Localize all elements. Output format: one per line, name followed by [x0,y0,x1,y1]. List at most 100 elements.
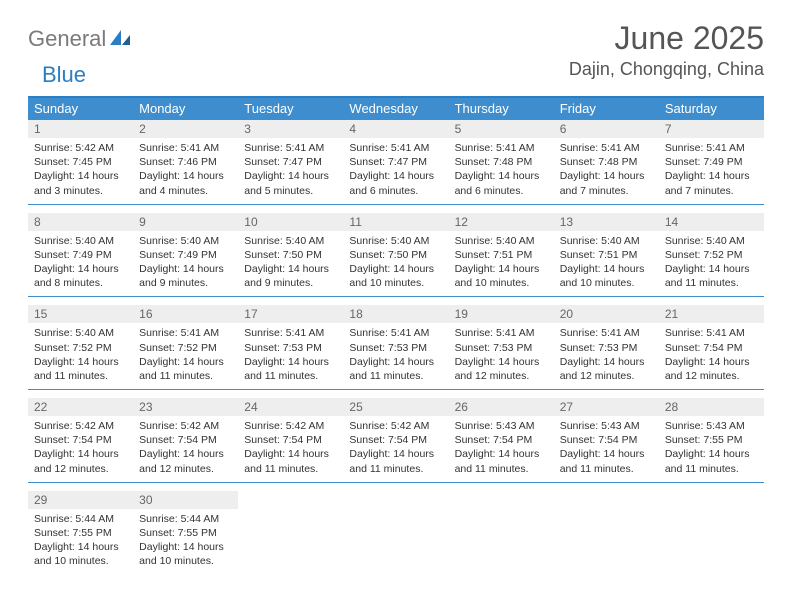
day-number: 26 [449,398,554,416]
day-number: 15 [28,305,133,323]
sunset-text: Sunset: 7:52 PM [665,248,758,262]
day-body: Sunrise: 5:41 AMSunset: 7:47 PMDaylight:… [238,138,343,204]
day-body: Sunrise: 5:43 AMSunset: 7:54 PMDaylight:… [449,416,554,482]
day-number: 3 [238,120,343,138]
weekday-header: Wednesday [343,98,448,120]
daylight-text: Daylight: 14 hours and 10 minutes. [560,262,653,290]
day-body: Sunrise: 5:41 AMSunset: 7:54 PMDaylight:… [659,323,764,389]
sunset-text: Sunset: 7:55 PM [34,526,127,540]
day-body: Sunrise: 5:42 AMSunset: 7:54 PMDaylight:… [343,416,448,482]
week-row: 8Sunrise: 5:40 AMSunset: 7:49 PMDaylight… [28,213,764,298]
daylight-text: Daylight: 14 hours and 12 minutes. [139,447,232,475]
daylight-text: Daylight: 14 hours and 6 minutes. [349,169,442,197]
day-cell: 5Sunrise: 5:41 AMSunset: 7:48 PMDaylight… [449,120,554,204]
day-number: 19 [449,305,554,323]
day-cell: 4Sunrise: 5:41 AMSunset: 7:47 PMDaylight… [343,120,448,204]
day-cell: 19Sunrise: 5:41 AMSunset: 7:53 PMDayligh… [449,305,554,389]
day-number: 16 [133,305,238,323]
sunset-text: Sunset: 7:52 PM [139,341,232,355]
weekday-header: Saturday [659,98,764,120]
day-number: 18 [343,305,448,323]
sunrise-text: Sunrise: 5:41 AM [349,326,442,340]
day-number: 23 [133,398,238,416]
day-number: 30 [133,491,238,509]
day-cell: 27Sunrise: 5:43 AMSunset: 7:54 PMDayligh… [554,398,659,482]
day-body: Sunrise: 5:40 AMSunset: 7:49 PMDaylight:… [133,231,238,297]
daylight-text: Daylight: 14 hours and 9 minutes. [139,262,232,290]
daylight-text: Daylight: 14 hours and 11 minutes. [244,355,337,383]
day-number: 22 [28,398,133,416]
sunset-text: Sunset: 7:54 PM [455,433,548,447]
sunrise-text: Sunrise: 5:42 AM [34,419,127,433]
day-cell [238,491,343,575]
day-number: 2 [133,120,238,138]
sunset-text: Sunset: 7:48 PM [560,155,653,169]
day-body: Sunrise: 5:42 AMSunset: 7:45 PMDaylight:… [28,138,133,204]
daylight-text: Daylight: 14 hours and 3 minutes. [34,169,127,197]
sunrise-text: Sunrise: 5:40 AM [455,234,548,248]
daylight-text: Daylight: 14 hours and 11 minutes. [455,447,548,475]
daylight-text: Daylight: 14 hours and 8 minutes. [34,262,127,290]
week-row: 1Sunrise: 5:42 AMSunset: 7:45 PMDaylight… [28,120,764,205]
day-number: 11 [343,213,448,231]
daylight-text: Daylight: 14 hours and 9 minutes. [244,262,337,290]
weekday-header: Tuesday [238,98,343,120]
day-body: Sunrise: 5:41 AMSunset: 7:53 PMDaylight:… [238,323,343,389]
sunrise-text: Sunrise: 5:41 AM [560,326,653,340]
day-number: 28 [659,398,764,416]
day-cell: 1Sunrise: 5:42 AMSunset: 7:45 PMDaylight… [28,120,133,204]
daylight-text: Daylight: 14 hours and 11 minutes. [349,447,442,475]
day-number: 27 [554,398,659,416]
daylight-text: Daylight: 14 hours and 10 minutes. [139,540,232,568]
day-number: 17 [238,305,343,323]
day-cell: 3Sunrise: 5:41 AMSunset: 7:47 PMDaylight… [238,120,343,204]
daylight-text: Daylight: 14 hours and 12 minutes. [665,355,758,383]
day-cell: 2Sunrise: 5:41 AMSunset: 7:46 PMDaylight… [133,120,238,204]
daylight-text: Daylight: 14 hours and 12 minutes. [34,447,127,475]
sunset-text: Sunset: 7:54 PM [560,433,653,447]
daylight-text: Daylight: 14 hours and 11 minutes. [665,447,758,475]
day-body: Sunrise: 5:44 AMSunset: 7:55 PMDaylight:… [133,509,238,575]
day-number: 14 [659,213,764,231]
day-body: Sunrise: 5:41 AMSunset: 7:53 PMDaylight:… [343,323,448,389]
day-body: Sunrise: 5:41 AMSunset: 7:53 PMDaylight:… [554,323,659,389]
weekday-header-row: Sunday Monday Tuesday Wednesday Thursday… [28,98,764,120]
day-body: Sunrise: 5:42 AMSunset: 7:54 PMDaylight:… [238,416,343,482]
day-cell: 18Sunrise: 5:41 AMSunset: 7:53 PMDayligh… [343,305,448,389]
day-number: 5 [449,120,554,138]
week-row: 22Sunrise: 5:42 AMSunset: 7:54 PMDayligh… [28,398,764,483]
sunset-text: Sunset: 7:47 PM [349,155,442,169]
sunset-text: Sunset: 7:55 PM [139,526,232,540]
day-body: Sunrise: 5:40 AMSunset: 7:52 PMDaylight:… [659,231,764,297]
week-row: 15Sunrise: 5:40 AMSunset: 7:52 PMDayligh… [28,305,764,390]
day-cell: 8Sunrise: 5:40 AMSunset: 7:49 PMDaylight… [28,213,133,297]
sunrise-text: Sunrise: 5:43 AM [455,419,548,433]
sunrise-text: Sunrise: 5:41 AM [455,141,548,155]
sunset-text: Sunset: 7:51 PM [455,248,548,262]
sunset-text: Sunset: 7:48 PM [455,155,548,169]
sunrise-text: Sunrise: 5:41 AM [349,141,442,155]
day-cell [449,491,554,575]
day-cell [659,491,764,575]
weekday-header: Friday [554,98,659,120]
daylight-text: Daylight: 14 hours and 12 minutes. [560,355,653,383]
sunset-text: Sunset: 7:50 PM [244,248,337,262]
day-cell: 9Sunrise: 5:40 AMSunset: 7:49 PMDaylight… [133,213,238,297]
day-cell: 17Sunrise: 5:41 AMSunset: 7:53 PMDayligh… [238,305,343,389]
sunset-text: Sunset: 7:45 PM [34,155,127,169]
sunset-text: Sunset: 7:53 PM [349,341,442,355]
weeks-container: 1Sunrise: 5:42 AMSunset: 7:45 PMDaylight… [28,120,764,574]
sunset-text: Sunset: 7:52 PM [34,341,127,355]
day-body: Sunrise: 5:40 AMSunset: 7:52 PMDaylight:… [28,323,133,389]
day-cell: 14Sunrise: 5:40 AMSunset: 7:52 PMDayligh… [659,213,764,297]
sunset-text: Sunset: 7:49 PM [665,155,758,169]
day-body: Sunrise: 5:40 AMSunset: 7:50 PMDaylight:… [238,231,343,297]
sunset-text: Sunset: 7:54 PM [34,433,127,447]
day-body: Sunrise: 5:41 AMSunset: 7:48 PMDaylight:… [449,138,554,204]
day-body: Sunrise: 5:42 AMSunset: 7:54 PMDaylight:… [28,416,133,482]
sunrise-text: Sunrise: 5:43 AM [665,419,758,433]
day-cell: 21Sunrise: 5:41 AMSunset: 7:54 PMDayligh… [659,305,764,389]
sunrise-text: Sunrise: 5:44 AM [139,512,232,526]
day-number: 7 [659,120,764,138]
daylight-text: Daylight: 14 hours and 11 minutes. [560,447,653,475]
